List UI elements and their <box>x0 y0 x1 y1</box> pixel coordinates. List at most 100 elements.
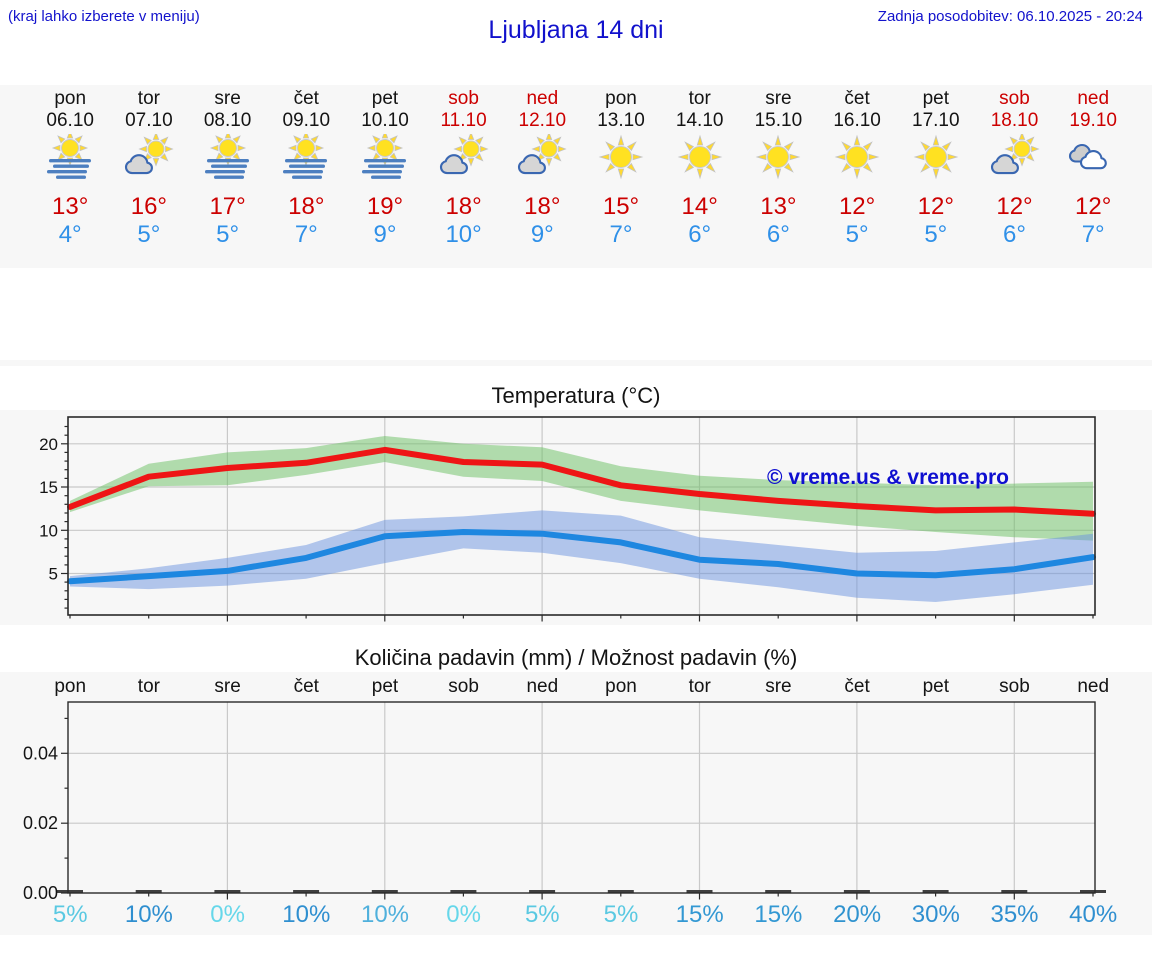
precip-probability: 20% <box>833 901 882 928</box>
forecast-day: pon 13.10 15° 7° <box>582 85 661 248</box>
precip-day-label: sre <box>214 676 241 697</box>
precip-day-label: čet <box>844 676 870 697</box>
day-date: 19.10 <box>1069 110 1117 131</box>
day-name: tor <box>137 88 160 109</box>
precip-day-label: pet <box>922 676 949 697</box>
temperature-chart-title: Temperatura (°C) <box>491 383 661 408</box>
day-date: 10.10 <box>361 110 409 131</box>
precip-bar <box>371 890 398 893</box>
day-name: sre <box>214 88 241 109</box>
precip-bar <box>1080 890 1106 893</box>
forecast-day: sob 11.10 18° 10° <box>424 85 503 248</box>
day-date: 06.10 <box>46 110 94 131</box>
forecast-day: ned 19.10 12° 7° <box>1054 85 1133 248</box>
precip-day-label: ned <box>526 676 559 697</box>
sun-icon <box>896 134 975 182</box>
high-temp: 13° <box>52 193 89 220</box>
sun-icon <box>582 134 661 182</box>
high-temp: 12° <box>838 193 876 220</box>
low-temp: 6° <box>1003 221 1026 248</box>
precip-bar <box>765 890 792 893</box>
high-temp: 12° <box>1075 193 1112 220</box>
forecast-day: tor 14.10 14° 6° <box>660 85 739 248</box>
temp-y-tick: 10 <box>39 521 58 540</box>
forecast-day: pon 06.10 13° 4° <box>31 85 110 248</box>
sun-icon <box>660 134 739 182</box>
precip-probability: 40% <box>1069 901 1118 928</box>
high-temp: 18° <box>288 193 325 220</box>
low-temp: 9° <box>373 221 397 248</box>
day-name: čet <box>293 88 319 109</box>
precip-day-label: čet <box>293 676 319 697</box>
day-name: pon <box>605 88 637 109</box>
high-temp: 18° <box>445 193 482 220</box>
precip-day-label: ned <box>1077 676 1110 697</box>
sun-fog-icon <box>31 129 110 182</box>
precip-probability: 30% <box>911 901 960 928</box>
high-temp: 16° <box>130 193 168 220</box>
low-temp: 9° <box>530 221 554 248</box>
temp-y-tick: 5 <box>49 565 58 584</box>
low-temp: 6° <box>688 221 712 248</box>
precip-bar <box>450 890 477 893</box>
forecast-day: sob 18.10 12° 6° <box>975 85 1054 248</box>
precip-day-label: pon <box>605 676 637 697</box>
precip-y-tick: 0.00 <box>23 883 58 903</box>
high-temp: 18° <box>524 193 561 220</box>
precip-day-label: sre <box>765 676 792 697</box>
temp-y-tick: 20 <box>39 435 58 454</box>
precip-bar <box>57 890 83 893</box>
precip-y-tick: 0.04 <box>23 743 58 763</box>
sun-cloud-icon <box>424 131 503 182</box>
day-name: čet <box>844 88 870 109</box>
day-name: pet <box>371 88 399 109</box>
precip-probability: 5% <box>524 901 560 928</box>
day-name: sob <box>999 88 1030 109</box>
forecast-day: pet 17.10 12° 5° <box>896 85 975 248</box>
sun-cloud-icon <box>975 131 1054 182</box>
day-name: tor <box>688 88 711 109</box>
day-date: 18.10 <box>990 110 1039 131</box>
precip-probability: 10% <box>124 901 173 928</box>
forecast-day: čet 16.10 12° 5° <box>818 85 897 248</box>
precip-bar <box>1001 890 1028 893</box>
forecast-day: tor 07.10 16° 5° <box>109 85 188 248</box>
sun-cloud-icon <box>503 131 582 182</box>
day-date: 07.10 <box>125 110 173 131</box>
precip-bar <box>135 890 162 893</box>
day-name: pon <box>54 88 87 109</box>
precip-bar <box>922 890 949 893</box>
day-date: 11.10 <box>440 110 487 131</box>
day-date: 12.10 <box>518 110 567 131</box>
max-temperatura-line <box>67 446 1096 517</box>
low-temp: 4° <box>58 221 82 248</box>
clouds-icon <box>1054 134 1133 182</box>
precip-day-label: tor <box>688 676 711 697</box>
low-temp: 7° <box>1081 221 1105 248</box>
precip-y-tick: 0.02 <box>23 813 58 833</box>
day-date: 15.10 <box>754 110 803 131</box>
forecast-day: ned 12.10 18° 9° <box>503 85 582 248</box>
precip-day-label: sob <box>999 676 1030 697</box>
temperature-chart: 5 10 15 20 © vreme.us & vreme.pro <box>0 410 1152 625</box>
low-temp: 5° <box>924 221 948 248</box>
low-temp: 5° <box>216 221 240 248</box>
forecast-day: pet 10.10 19° 9° <box>346 85 425 248</box>
page-title: Ljubljana 14 dni <box>488 16 664 44</box>
temp-y-tick: 15 <box>39 478 58 497</box>
high-temp: 13° <box>760 193 797 220</box>
precip-bar <box>214 890 241 893</box>
last-update-label: Zadnja posodobitev: 06.10.2025 - 20:24 <box>877 8 1143 25</box>
watermark: © vreme.us & vreme.pro <box>767 466 1009 489</box>
high-temp: 12° <box>917 193 954 220</box>
precipitation-chart: 0.00 0.02 0.04 <box>23 701 1106 903</box>
section-separator <box>0 360 1152 366</box>
precip-bar <box>686 890 713 893</box>
precip-probability: 5% <box>603 901 639 928</box>
precip-day-label: tor <box>137 676 160 697</box>
day-name: sre <box>765 88 792 109</box>
sun-icon <box>739 134 818 182</box>
high-temp: 15° <box>602 193 640 220</box>
sun-fog-icon <box>188 129 267 182</box>
precip-probability: 0% <box>446 901 481 928</box>
